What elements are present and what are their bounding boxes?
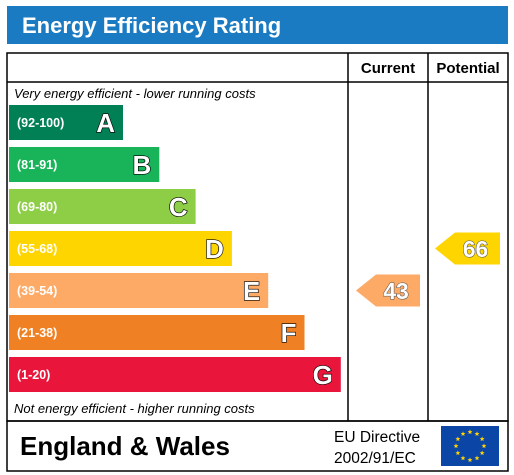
eu-star: [467, 429, 473, 435]
band-a: (92-100) A: [9, 105, 123, 140]
footer-directive-line1: EU Directive: [334, 429, 420, 446]
column-header-current: Current: [361, 60, 415, 77]
band-f: (21-38) F: [9, 315, 305, 350]
band-e: (39-54) E: [9, 273, 269, 308]
eu-star: [453, 443, 459, 449]
band-bar-f: [9, 315, 305, 350]
band-letter-a: A: [96, 108, 115, 138]
eu-star: [479, 450, 485, 456]
footer-frame: [6, 420, 509, 472]
band-bar-c: [9, 189, 196, 224]
band-letter-g: G: [313, 360, 333, 390]
band-bar-g: [9, 357, 341, 392]
band-g: (1-20) G: [9, 357, 341, 392]
band-range-g: (1-20): [17, 368, 50, 382]
eu-star: [467, 457, 473, 463]
top-note: Very energy efficient - lower running co…: [14, 86, 256, 101]
band-bar-d: [9, 231, 232, 266]
eu-star: [479, 436, 485, 442]
band-range-c: (69-80): [17, 200, 57, 214]
eu-star: [474, 455, 480, 461]
chart-title: Energy Efficiency Rating: [22, 13, 281, 38]
band-b: (81-91) B: [9, 147, 160, 182]
eu-star: [460, 455, 466, 461]
footer-region: England & Wales: [20, 431, 230, 461]
potential-score-value: 66: [463, 236, 489, 262]
potential-score-arrow: [435, 232, 500, 265]
rating-bands: (92-100) A (81-91) B (69-80) C (55-68) D (39-54)…: [9, 105, 341, 392]
band-range-d: (55-68): [17, 242, 57, 256]
band-range-e: (39-54): [17, 284, 57, 298]
band-letter-e: E: [243, 276, 260, 306]
band-letter-b: B: [133, 150, 152, 180]
eu-star: [455, 450, 461, 456]
eu-star: [481, 443, 487, 449]
band-d: (55-68) D: [9, 231, 232, 266]
potential-score: 66: [435, 232, 500, 265]
eu-star: [460, 431, 466, 436]
column-header-potential: Potential: [436, 60, 499, 77]
bottom-note: Not energy efficient - higher running co…: [14, 401, 255, 416]
band-bar-b: [9, 147, 160, 182]
score-arrows: 43 66: [356, 232, 500, 307]
band-range-a: (92-100): [17, 116, 64, 130]
footer-directive-line2: 2002/91/EC: [334, 450, 416, 467]
band-letter-d: D: [205, 234, 224, 264]
band-letter-f: F: [281, 318, 297, 348]
current-score-value: 43: [383, 278, 409, 304]
band-bar-a: [9, 105, 123, 140]
band-letter-c: C: [169, 192, 188, 222]
eu-star: [474, 431, 480, 436]
band-range-f: (21-38): [17, 326, 57, 340]
header-bar: [7, 6, 508, 44]
band-range-b: (81-91): [17, 158, 57, 172]
current-score-arrow: [356, 274, 420, 307]
band-c: (69-80) C: [9, 189, 196, 224]
eu-star: [455, 436, 461, 442]
band-bar-e: [9, 273, 269, 308]
eu-flag-icon: [441, 426, 499, 466]
current-score: 43: [356, 274, 420, 307]
